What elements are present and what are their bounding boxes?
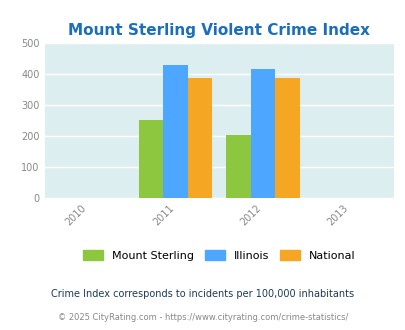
Bar — [163, 65, 188, 198]
Text: © 2025 CityRating.com - https://www.cityrating.com/crime-statistics/: © 2025 CityRating.com - https://www.city… — [58, 313, 347, 322]
Text: Crime Index corresponds to incidents per 100,000 inhabitants: Crime Index corresponds to incidents per… — [51, 289, 354, 299]
Bar — [139, 120, 163, 198]
Bar — [226, 135, 250, 198]
Title: Mount Sterling Violent Crime Index: Mount Sterling Violent Crime Index — [68, 22, 369, 38]
Legend: Mount Sterling, Illinois, National: Mount Sterling, Illinois, National — [83, 250, 355, 261]
Bar — [250, 69, 275, 198]
Bar — [275, 78, 299, 198]
Bar — [188, 78, 212, 198]
